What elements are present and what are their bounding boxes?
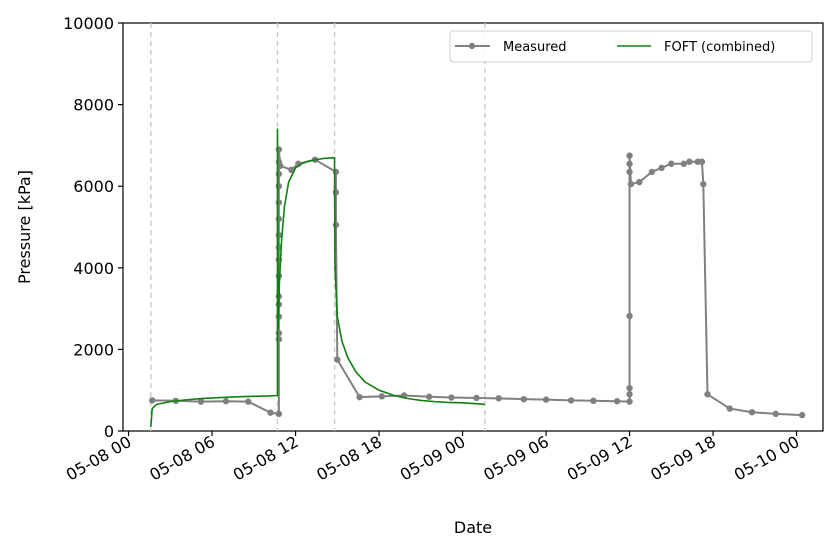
measured-point: [626, 152, 633, 159]
measured-point: [332, 168, 340, 176]
y-tick-label: 2000: [73, 340, 114, 359]
y-tick-label: 10000: [63, 14, 114, 33]
x-tick-label: 05-08 00: [63, 432, 135, 484]
measured-point: [425, 393, 433, 400]
y-tick-label: 6000: [73, 177, 114, 196]
measured-point: [626, 398, 633, 405]
x-tick-label: 05-08 06: [146, 432, 218, 484]
x-axis: 05-08 00 05-08 06 05-08 12 05-08 18 05-09 00…: [63, 431, 803, 484]
measured-point: [748, 409, 756, 416]
y-axis: 0 2000 4000 6000 8000 10000: [63, 14, 123, 441]
measured-point: [626, 168, 633, 176]
measured-point: [275, 410, 283, 418]
measured-point: [626, 391, 633, 398]
measured-point: [378, 393, 386, 400]
legend: Measured FOFT (combined): [449, 30, 813, 63]
measured-point: [626, 384, 633, 392]
measured-point: [626, 160, 633, 167]
x-tick-label: 05-09 00: [397, 432, 469, 484]
x-tick-label: 05-10 00: [731, 432, 803, 484]
y-axis-label: Pressure [kPa]: [15, 170, 34, 284]
series-layer: [149, 128, 806, 427]
measured-point: [680, 160, 688, 167]
measured-point: [772, 410, 779, 418]
measured-point: [495, 395, 502, 402]
x-tick-label: 05-09 18: [647, 432, 719, 484]
vertical-markers: [150, 23, 486, 431]
measured-point: [520, 395, 527, 403]
measured-point: [356, 393, 363, 401]
measured-point: [448, 394, 455, 401]
measured-point: [648, 168, 656, 176]
measured-point: [277, 162, 284, 169]
measured-point: [267, 409, 274, 416]
measured-point: [590, 397, 597, 405]
x-axis-label: Date: [454, 518, 492, 537]
measured-point: [245, 398, 252, 405]
foft-line: [150, 128, 485, 427]
measured-point: [275, 170, 283, 178]
measured-point: [686, 158, 693, 165]
measured-point: [275, 329, 283, 337]
legend-foft-label: FOFT (combined): [664, 40, 775, 55]
measured-point: [275, 336, 283, 343]
y-tick-label: 8000: [73, 96, 114, 115]
measured-point: [275, 215, 283, 223]
measured-point: [700, 180, 707, 188]
measured-point: [275, 146, 283, 153]
measured-point: [636, 178, 643, 186]
measured-point: [332, 189, 340, 196]
measured-point: [567, 397, 575, 404]
measured-point: [275, 183, 283, 190]
measured-point: [473, 394, 480, 402]
measured-point: [542, 396, 550, 403]
measured-point: [726, 405, 733, 412]
measured-point: [222, 398, 230, 405]
y-tick-label: 4000: [73, 259, 114, 278]
plot-frame: [122, 22, 824, 432]
x-tick-label: 05-08 12: [230, 432, 302, 484]
measured-line: [152, 148, 803, 417]
legend-measured-label: Measured: [503, 40, 567, 55]
measured-point: [704, 391, 711, 398]
axes: [122, 22, 824, 432]
x-tick-label: 05-09 06: [480, 432, 552, 484]
measured-point: [275, 199, 283, 206]
measured-point: [613, 398, 621, 405]
measured-point: [668, 160, 675, 167]
measured-point: [627, 180, 635, 188]
x-tick-label: 05-08 18: [313, 432, 385, 484]
measured-point: [334, 356, 341, 363]
measured-point: [332, 221, 340, 229]
measured-point: [798, 411, 806, 419]
x-tick-label: 05-09 12: [564, 432, 636, 484]
measured-point: [698, 158, 706, 165]
measured-point: [149, 397, 156, 404]
measured-point: [626, 312, 633, 320]
measured-point: [197, 398, 205, 405]
measured-point: [658, 164, 665, 172]
legend-measured-marker: [468, 42, 476, 50]
y-tick-label: 0: [104, 422, 114, 441]
